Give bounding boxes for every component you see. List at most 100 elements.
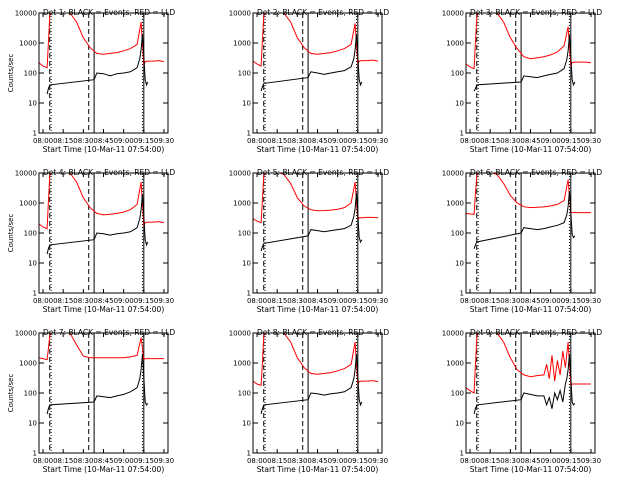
lld-series-line — [465, 172, 591, 215]
events-series-line — [473, 353, 576, 415]
x-tick-label: 08:30 — [287, 297, 307, 305]
y-tick-label: 100 — [24, 390, 37, 398]
y-tick-label: 1 — [247, 130, 251, 138]
detector-panel: 1 10 100 1000 10000 08:00 08:15 08:30 08:45 09:00… — [7, 168, 175, 314]
y-tick-label: 1 — [33, 450, 37, 458]
x-axis-label: Start Time (10-Mar-11 07:54:00) — [257, 465, 379, 474]
panel-title: Det 8: BLACK = Events, RED = LLD — [257, 328, 389, 337]
x-axis-label: Start Time (10-Mar-11 07:54:00) — [43, 465, 165, 474]
y-tick-label: 10 — [455, 260, 464, 268]
y-tick-label: 1000 — [446, 200, 464, 208]
y-axis-label: Counts/sec — [7, 214, 15, 253]
x-tick-label: 08:15 — [480, 137, 500, 145]
x-tick-label: 08:00 — [247, 457, 267, 465]
y-tick-label: 10 — [455, 420, 464, 428]
plot-frame — [38, 332, 169, 454]
x-tick-label: 09:00 — [328, 297, 348, 305]
x-tick-label: 08:30 — [287, 137, 307, 145]
y-tick-label: 1000 — [233, 360, 251, 368]
x-tick-label: 09:00 — [114, 137, 134, 145]
panel-title: Det 5: BLACK = Events, RED = LLD — [257, 168, 389, 177]
y-tick-label: 10 — [455, 100, 464, 108]
y-tick-label: 10 — [28, 260, 37, 268]
x-tick-label: 08:00 — [33, 297, 53, 305]
detector-panel: 1 10 100 1000 10000 08:00 08:15 08:30 08:45 09:00… — [7, 328, 175, 474]
x-tick-label: 08:30 — [287, 457, 307, 465]
lld-series-line — [38, 172, 165, 230]
y-axis-label: Counts/sec — [7, 374, 15, 413]
y-tick-label: 1 — [460, 450, 464, 458]
x-tick-label: 09:30 — [154, 297, 174, 305]
x-tick-label: 08:45 — [307, 297, 327, 305]
x-tick-label: 08:30 — [73, 457, 93, 465]
x-tick-label: 09:30 — [368, 457, 388, 465]
x-tick-label: 08:15 — [267, 297, 287, 305]
x-tick-label: 09:30 — [154, 137, 174, 145]
plot-frame — [252, 172, 383, 294]
y-tick-label: 1 — [460, 130, 464, 138]
x-tick-label: 08:45 — [93, 457, 113, 465]
y-tick-label: 1 — [33, 290, 37, 298]
x-tick-label: 09:15 — [348, 457, 368, 465]
lld-series-line — [252, 332, 379, 386]
y-tick-label: 10000 — [229, 10, 251, 18]
y-tick-label: 10 — [242, 420, 251, 428]
events-series-line — [46, 33, 149, 95]
x-axis-label: Start Time (10-Mar-11 07:54:00) — [470, 305, 592, 314]
y-tick-label: 1000 — [19, 40, 37, 48]
x-tick-label: 08:00 — [33, 137, 53, 145]
x-tick-label: 09:00 — [328, 137, 348, 145]
y-tick-label: 1000 — [446, 360, 464, 368]
panel-title: Det 7: BLACK = Events, RED = LLD — [43, 328, 175, 337]
events-series-line — [473, 191, 576, 249]
y-tick-label: 100 — [24, 70, 37, 78]
detector-panel: 1 10 100 1000 10000 08:00 08:15 08:30 08:45 09:00… — [442, 328, 603, 474]
y-tick-label: 10000 — [442, 10, 464, 18]
plot-frame — [252, 332, 383, 454]
y-tick-label: 10000 — [442, 170, 464, 178]
y-tick-label: 10 — [242, 100, 251, 108]
y-tick-label: 1000 — [446, 40, 464, 48]
detector-panel: 1 10 100 1000 10000 08:00 08:15 08:30 08:45 09:00… — [442, 168, 603, 314]
detector-panel: 1 10 100 1000 10000 08:00 08:15 08:30 08:45 09:00… — [7, 8, 175, 154]
x-tick-label: 09:15 — [348, 137, 368, 145]
x-tick-label: 09:15 — [561, 137, 581, 145]
x-tick-label: 08:00 — [33, 457, 53, 465]
x-tick-label: 08:30 — [500, 297, 520, 305]
x-tick-label: 08:15 — [53, 457, 73, 465]
x-tick-label: 08:30 — [73, 137, 93, 145]
x-tick-label: 09:15 — [348, 297, 368, 305]
x-tick-label: 08:45 — [93, 137, 113, 145]
x-tick-label: 09:30 — [581, 137, 601, 145]
panel-title: Det 1: BLACK = Events, RED = LLD — [43, 8, 175, 17]
x-tick-label: 08:00 — [460, 137, 480, 145]
x-tick-label: 08:15 — [480, 457, 500, 465]
detector-panel: 1 10 100 1000 10000 08:00 08:15 08:30 08:45 09:00… — [229, 328, 390, 474]
plot-frame — [465, 12, 596, 134]
x-axis-label: Start Time (10-Mar-11 07:54:00) — [257, 145, 379, 154]
y-tick-label: 1 — [33, 130, 37, 138]
plot-frame — [465, 332, 596, 454]
x-tick-label: 08:45 — [93, 297, 113, 305]
lld-series-line — [465, 12, 592, 70]
x-tick-label: 09:30 — [368, 137, 388, 145]
x-tick-label: 09:30 — [154, 457, 174, 465]
lld-series-line — [465, 332, 591, 394]
y-tick-label: 10000 — [15, 170, 37, 178]
x-tick-label: 08:15 — [267, 137, 287, 145]
x-tick-label: 09:15 — [561, 457, 581, 465]
x-tick-label: 08:15 — [480, 297, 500, 305]
y-tick-label: 1 — [247, 450, 251, 458]
plot-frame — [38, 12, 169, 134]
y-tick-label: 10000 — [15, 330, 37, 338]
x-tick-label: 09:00 — [114, 297, 134, 305]
y-tick-label: 100 — [451, 230, 464, 238]
y-tick-label: 100 — [451, 70, 464, 78]
x-tick-label: 09:00 — [541, 137, 561, 145]
y-tick-label: 10000 — [442, 330, 464, 338]
plot-frame — [38, 172, 169, 294]
x-tick-label: 08:30 — [500, 137, 520, 145]
x-axis-label: Start Time (10-Mar-11 07:54:00) — [470, 465, 592, 474]
lld-series-line — [252, 172, 379, 224]
